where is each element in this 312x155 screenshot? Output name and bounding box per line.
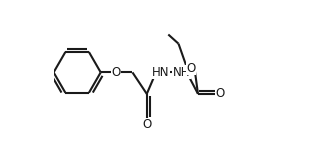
Text: O: O	[111, 66, 121, 79]
Text: O: O	[216, 87, 225, 100]
Text: HN: HN	[152, 66, 170, 79]
Text: O: O	[186, 62, 195, 75]
Text: O: O	[142, 118, 151, 131]
Text: NH: NH	[173, 66, 190, 79]
